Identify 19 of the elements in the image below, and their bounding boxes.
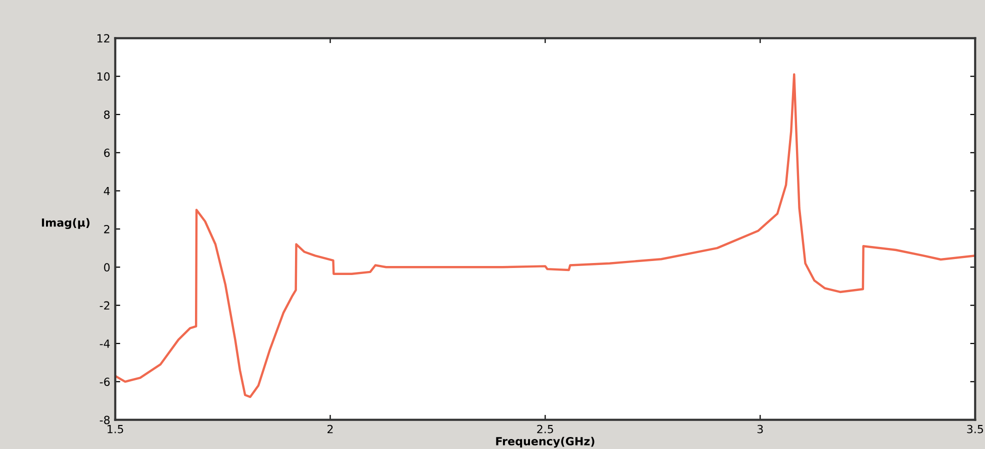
y-tick-label: 2 [104,224,110,234]
y-tick-label: -8 [100,416,110,424]
x-axis-title: Frequency(GHz) [496,436,594,448]
y-tick-label: -2 [100,301,110,310]
y-tick-label: 12 [97,34,110,42]
y-tick-label: 8 [104,110,110,119]
y-tick-label: -4 [100,340,110,348]
y-tick-label: 0 [104,263,110,272]
line-series [115,73,976,398]
y-tick-label: 6 [104,148,110,158]
x-tick-label: 2 [328,424,333,434]
x-tick-label: 3.5 [967,424,984,434]
y-tick-label: 4 [104,186,110,196]
y-axis-title: Imag(μ) [42,218,90,229]
y-tick-label: -6 [100,378,110,386]
x-tick-label: 1.5 [108,425,124,434]
x-tick-label: 2.5 [537,424,554,434]
y-tick-label: 10 [97,72,110,81]
x-tick-label: 3 [757,424,763,434]
